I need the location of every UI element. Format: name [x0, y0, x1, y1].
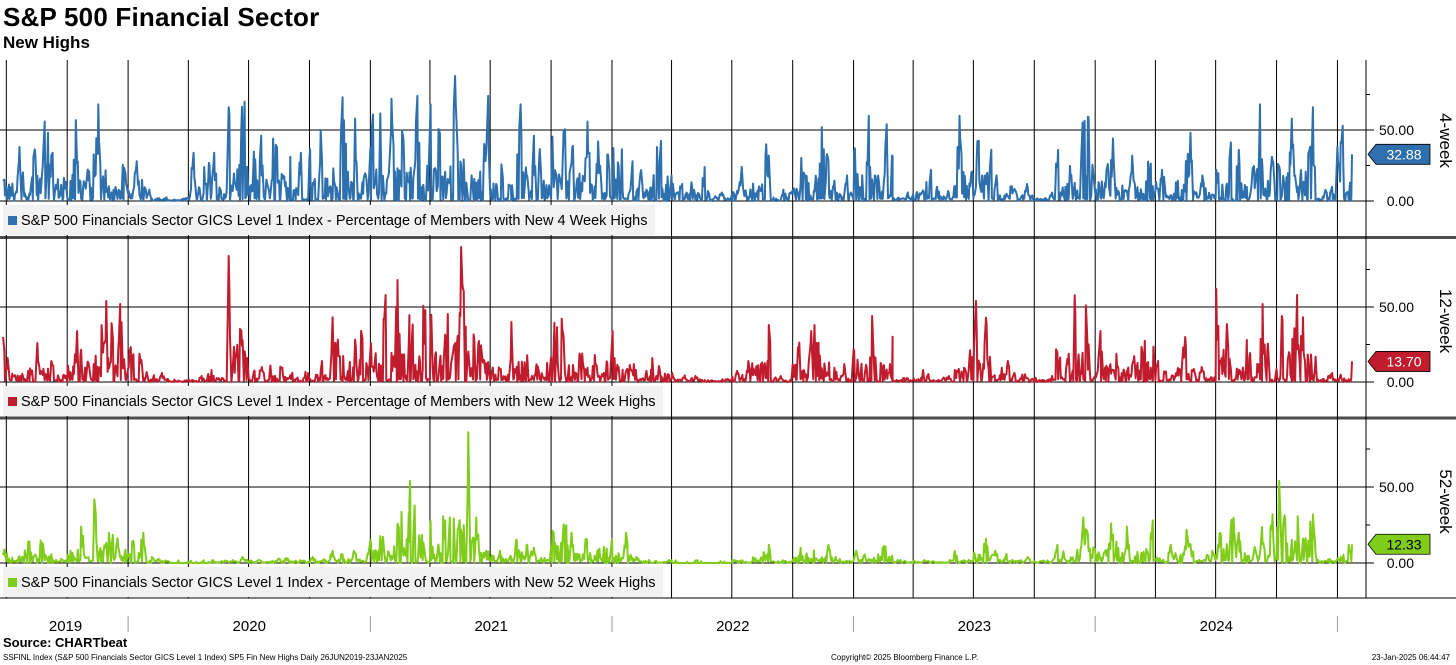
chart-subtitle: New Highs: [3, 33, 90, 52]
legend-swatch: [8, 578, 17, 587]
footer-copyright: Copyright© 2025 Bloomberg Finance L.P.: [831, 653, 979, 662]
legend-swatch: [8, 397, 17, 406]
legend-swatch: [8, 216, 17, 225]
y-tick-label: 0.00: [1387, 555, 1414, 571]
x-year-label: 2024: [1200, 618, 1233, 632]
y-tick-label: 50.00: [1379, 479, 1414, 495]
series-line: [2, 431, 1353, 564]
legend-label: S&P 500 Financials Sector GICS Level 1 I…: [21, 394, 656, 410]
source-note: Source: CHARTbeat: [3, 635, 128, 650]
footer-timestamp: 23-Jan-2025 06:44:47: [1371, 653, 1450, 662]
panel-side-label: 52-week: [1436, 469, 1455, 534]
legend-box: [3, 386, 663, 416]
x-year-label: 2019: [49, 618, 82, 632]
legend-box: [3, 567, 663, 597]
x-year-label: 2022: [716, 618, 749, 632]
panel-side-label: 4-week: [1436, 113, 1455, 168]
footer-index-description: SSFINL Index (S&P 500 Financials Sector …: [3, 653, 408, 662]
x-year-label: 2023: [958, 618, 991, 632]
y-tick-label: 50.00: [1379, 122, 1414, 138]
last-value-label: 32.88: [1386, 146, 1421, 162]
series-line: [2, 246, 1353, 383]
chart-area: 0.00 50.00 S&P 500 Financials Sector GICS …: [0, 60, 1456, 632]
legend-label: S&P 500 Financials Sector GICS Level 1 I…: [21, 213, 647, 229]
legend-box: [3, 205, 655, 235]
y-tick-label: 0.00: [1387, 193, 1414, 209]
series-line: [2, 75, 1353, 202]
last-value-tag: [1367, 351, 1431, 372]
y-tick-label: 50.00: [1379, 299, 1414, 315]
last-value-label: 13.70: [1386, 353, 1421, 369]
legend-label: S&P 500 Financials Sector GICS Level 1 I…: [21, 575, 656, 591]
x-year-label: 2020: [233, 618, 266, 632]
panel-side-label: 12-week: [1436, 289, 1455, 354]
last-value-tag: [1367, 143, 1431, 165]
y-tick-label: 0.00: [1387, 374, 1414, 390]
last-value-tag: [1367, 533, 1431, 555]
x-year-label: 2021: [474, 618, 507, 632]
last-value-label: 12.33: [1386, 536, 1421, 552]
chart-title: S&P 500 Financial Sector: [3, 2, 320, 32]
